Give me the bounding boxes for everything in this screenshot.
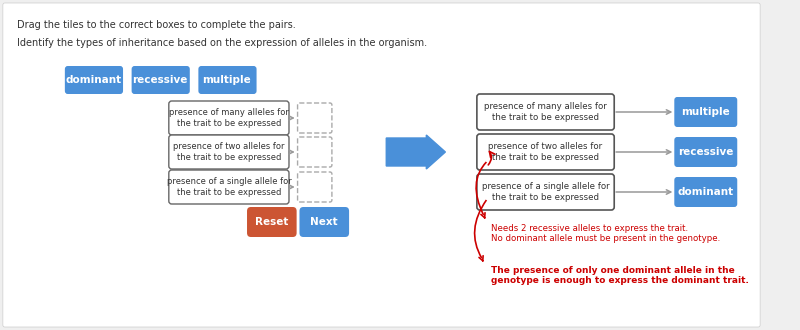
Text: The presence of only one dominant allele in the
genotype is enough to express th: The presence of only one dominant allele… — [491, 266, 749, 285]
FancyBboxPatch shape — [477, 174, 614, 210]
FancyBboxPatch shape — [132, 66, 190, 94]
Text: dominant: dominant — [66, 75, 122, 85]
FancyBboxPatch shape — [298, 172, 332, 202]
Text: multiple: multiple — [202, 75, 251, 85]
Text: Next: Next — [310, 217, 338, 227]
Text: Needs 2 recessive alleles to express the trait.
No dominant allele must be prese: Needs 2 recessive alleles to express the… — [491, 224, 721, 244]
FancyBboxPatch shape — [674, 137, 738, 167]
Text: presence of two alleles for
the trait to be expressed: presence of two alleles for the trait to… — [173, 142, 285, 162]
FancyBboxPatch shape — [298, 137, 332, 167]
FancyBboxPatch shape — [298, 103, 332, 133]
FancyBboxPatch shape — [65, 66, 123, 94]
FancyBboxPatch shape — [674, 177, 738, 207]
FancyArrow shape — [386, 135, 446, 169]
Text: multiple: multiple — [682, 107, 730, 117]
Text: recessive: recessive — [678, 147, 734, 157]
Text: presence of many alleles for
the trait to be expressed: presence of many alleles for the trait t… — [484, 102, 607, 122]
FancyBboxPatch shape — [169, 170, 289, 204]
FancyBboxPatch shape — [674, 97, 738, 127]
Text: Reset: Reset — [255, 217, 289, 227]
FancyBboxPatch shape — [477, 94, 614, 130]
Text: Drag the tiles to the correct boxes to complete the pairs.: Drag the tiles to the correct boxes to c… — [17, 20, 296, 30]
FancyBboxPatch shape — [3, 3, 760, 327]
FancyBboxPatch shape — [169, 101, 289, 135]
FancyBboxPatch shape — [198, 66, 257, 94]
Text: presence of many alleles for
the trait to be expressed: presence of many alleles for the trait t… — [169, 108, 289, 128]
Text: presence of a single allele for
the trait to be expressed: presence of a single allele for the trai… — [482, 182, 610, 202]
Text: dominant: dominant — [678, 187, 734, 197]
Text: presence of a single allele for
the trait to be expressed: presence of a single allele for the trai… — [166, 177, 291, 197]
FancyBboxPatch shape — [247, 207, 297, 237]
Text: recessive: recessive — [133, 75, 188, 85]
Text: Identify the types of inheritance based on the expression of alleles in the orga: Identify the types of inheritance based … — [17, 38, 427, 48]
Text: presence of two alleles for
the trait to be expressed: presence of two alleles for the trait to… — [489, 142, 602, 162]
FancyBboxPatch shape — [299, 207, 349, 237]
FancyBboxPatch shape — [169, 135, 289, 169]
FancyBboxPatch shape — [477, 134, 614, 170]
